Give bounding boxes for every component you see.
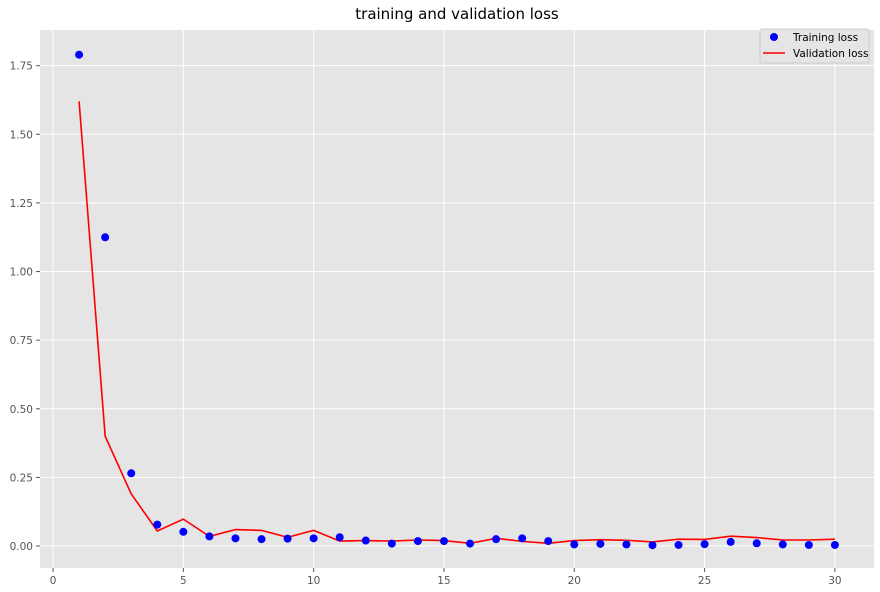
x-tick-label: 20 <box>568 575 581 587</box>
x-tick-label: 30 <box>828 575 841 587</box>
training-loss-point <box>648 541 657 550</box>
training-loss-point <box>101 233 110 242</box>
training-loss-point <box>466 539 475 548</box>
training-loss-point <box>492 535 501 544</box>
training-loss-point <box>752 539 761 548</box>
training-loss-point <box>726 537 735 546</box>
series-layer <box>75 50 839 550</box>
training-loss-point <box>335 533 344 542</box>
y-tick-label: 1.25 <box>10 198 33 210</box>
validation-loss-line <box>78 101 835 545</box>
training-loss-point <box>778 540 787 549</box>
training-loss-point <box>570 540 579 549</box>
training-loss-point <box>830 540 839 549</box>
training-loss-point <box>257 535 266 544</box>
legend-validation-label: Validation loss <box>793 48 868 60</box>
training-loss-point <box>674 540 683 549</box>
legend-training-marker <box>770 33 778 41</box>
training-loss-point <box>231 534 240 543</box>
training-loss-point <box>518 534 527 543</box>
training-loss-point <box>387 539 396 548</box>
training-loss-point <box>309 534 318 543</box>
y-tick-label: 0.75 <box>10 335 33 347</box>
grid-lines <box>40 30 874 568</box>
chart-title: training and validation loss <box>355 5 559 23</box>
training-loss-point <box>283 534 292 543</box>
training-loss-point <box>804 540 813 549</box>
training-loss-point <box>544 537 553 546</box>
y-tick-label: 0.50 <box>10 404 33 416</box>
training-loss-point <box>413 537 422 546</box>
training-loss-point <box>75 50 84 59</box>
legend-training-label: Training loss <box>792 32 858 44</box>
y-tick-label: 1.75 <box>10 61 33 73</box>
training-loss-point <box>153 520 162 529</box>
training-loss-point <box>361 536 370 545</box>
x-tick-label: 25 <box>698 575 711 587</box>
y-tick-label: 0.00 <box>10 541 33 553</box>
legend-box <box>759 28 870 64</box>
training-loss-point <box>700 540 709 549</box>
training-loss-point <box>622 540 631 549</box>
training-loss-point <box>439 537 448 546</box>
y-tick-label: 1.00 <box>10 267 33 279</box>
x-tick-label: 10 <box>307 575 320 587</box>
training-loss-point <box>596 539 605 548</box>
training-loss-point <box>179 527 188 536</box>
training-loss-point <box>127 469 136 478</box>
plot-area <box>40 30 874 568</box>
axis-ticks: 0 5 10 15 20 25 30 0.00 0.25 0.50 0.75 1.00 1.25 1.50… <box>10 61 842 587</box>
x-tick-label: 5 <box>180 575 187 587</box>
x-tick-label: 15 <box>437 575 450 587</box>
x-tick-label: 0 <box>50 575 57 587</box>
training-loss-point <box>205 532 214 541</box>
y-tick-label: 1.50 <box>10 129 33 141</box>
legend: Training loss Validation loss <box>759 28 870 64</box>
y-tick-label: 0.25 <box>10 472 33 484</box>
